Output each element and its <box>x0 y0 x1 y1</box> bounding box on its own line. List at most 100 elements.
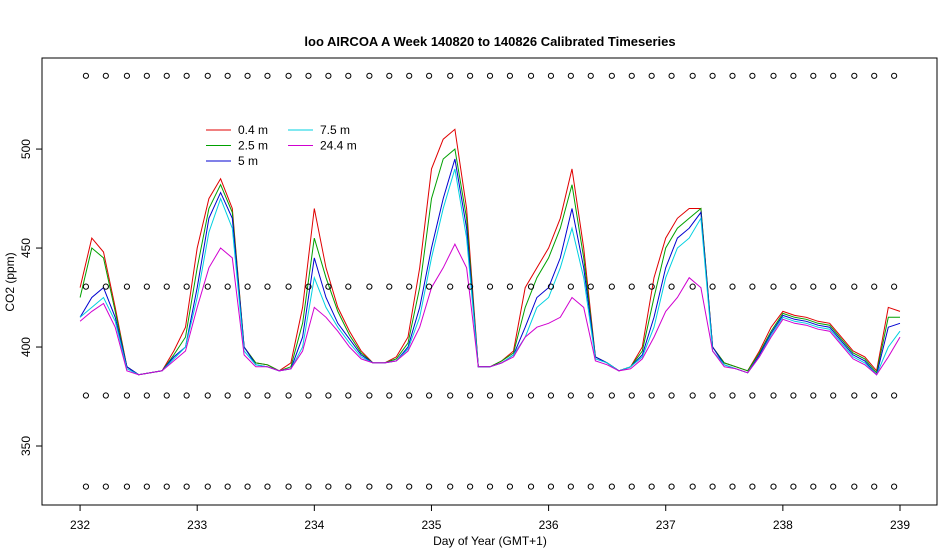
calibration-point <box>224 283 231 290</box>
x-tick-label: 237 <box>656 518 676 532</box>
calibration-point <box>345 283 352 290</box>
calibration-point <box>709 72 716 79</box>
x-tick-label: 235 <box>421 518 441 532</box>
calibration-point <box>244 283 251 290</box>
calibration-point <box>790 283 797 290</box>
x-tick-label: 232 <box>70 518 90 532</box>
calibration-point <box>891 72 898 79</box>
calibration-point <box>183 283 190 290</box>
calibration-point <box>325 72 332 79</box>
calibration-point <box>709 283 716 290</box>
calibration-point <box>547 392 555 399</box>
calibration-point <box>587 72 594 79</box>
calibration-point <box>224 483 231 490</box>
calibration-point <box>506 72 514 79</box>
calibration-point <box>386 483 393 490</box>
calibration-point <box>406 283 413 290</box>
calibration-point <box>628 392 635 399</box>
calibration-point <box>628 72 635 79</box>
calibration-point <box>830 392 837 399</box>
calibration-point <box>689 392 696 399</box>
series-line <box>79 168 901 376</box>
calibration-point <box>102 283 109 290</box>
calibration-point <box>163 283 170 290</box>
calibration-point <box>891 283 898 290</box>
calibration-point <box>467 283 474 290</box>
calibration-point <box>366 392 373 399</box>
calibration-point <box>547 283 555 290</box>
calibration-point <box>123 483 131 490</box>
calibration-point <box>729 72 736 79</box>
calibration-point <box>447 283 454 290</box>
calibration-point <box>264 483 271 490</box>
y-tick-label: 500 <box>19 139 33 159</box>
calibration-point <box>506 283 514 290</box>
calibration-point <box>447 483 454 490</box>
calibration-point <box>204 72 211 79</box>
calibration-point <box>770 72 777 79</box>
calibration-point <box>345 392 352 399</box>
calibration-point <box>244 72 251 79</box>
calibration-point <box>486 283 494 290</box>
calibration-point <box>102 483 109 490</box>
calibration-point <box>325 283 332 290</box>
calibration-point <box>749 392 756 399</box>
calibration-point <box>305 392 312 399</box>
calibration-point <box>871 283 878 290</box>
calibration-point <box>447 392 454 399</box>
calibration-point <box>345 483 352 490</box>
calibration-point <box>305 283 312 290</box>
calibration-point <box>527 283 535 290</box>
y-tick-label: 450 <box>19 238 33 258</box>
calibration-point <box>770 283 777 290</box>
calibration-point <box>82 483 90 490</box>
calibration-point <box>567 72 574 79</box>
calibration-point <box>366 72 373 79</box>
calibration-point <box>366 283 373 290</box>
legend-label: 2.5 m <box>238 139 268 153</box>
calibration-point <box>608 283 615 290</box>
calibration-point <box>467 483 474 490</box>
calibration-point <box>426 283 433 290</box>
calibration-point <box>709 483 716 490</box>
calibration-point <box>628 283 635 290</box>
plot-frame <box>41 57 938 506</box>
calibration-point <box>305 72 312 79</box>
calibration-point <box>325 483 332 490</box>
calibration-point <box>891 392 898 399</box>
calibration-point <box>628 483 635 490</box>
calibration-point <box>224 392 231 399</box>
calibration-point <box>790 392 797 399</box>
calibration-point <box>506 483 514 490</box>
calibration-point <box>810 483 817 490</box>
calibration-point <box>183 72 190 79</box>
calibration-point <box>790 72 797 79</box>
x-tick-label: 238 <box>773 518 793 532</box>
calibration-point <box>143 72 150 79</box>
calibration-point <box>547 72 555 79</box>
chart-title: loo AIRCOA A Week 140820 to 140826 Calib… <box>304 34 675 49</box>
calibration-point <box>871 72 878 79</box>
calibration-point <box>285 483 292 490</box>
x-axis-label: Day of Year (GMT+1) <box>433 534 547 548</box>
calibration-point <box>467 392 474 399</box>
calibration-point <box>608 72 615 79</box>
calibration-point <box>729 392 736 399</box>
legend-label: 7.5 m <box>320 123 350 137</box>
calibration-point <box>426 72 433 79</box>
calibration-point <box>770 392 777 399</box>
calibration-point <box>729 283 736 290</box>
x-tick-label: 234 <box>304 518 324 532</box>
calibration-point <box>527 392 535 399</box>
calibration-point <box>587 392 594 399</box>
calibration-point <box>891 483 898 490</box>
calibration-point <box>567 283 574 290</box>
calibration-point <box>668 483 675 490</box>
calibration-point <box>567 483 574 490</box>
calibration-point <box>486 392 494 399</box>
calibration-point <box>527 483 535 490</box>
calibration-point <box>244 483 251 490</box>
calibration-point <box>608 392 615 399</box>
calibration-point <box>406 483 413 490</box>
calibration-point <box>345 72 352 79</box>
